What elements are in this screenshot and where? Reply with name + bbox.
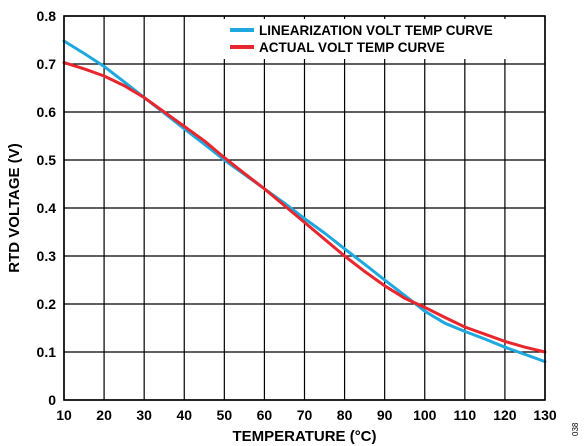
x-tick-label: 10 [56, 407, 72, 423]
y-tick-label: 0.6 [37, 104, 57, 120]
y-tick-labels: 0 0.1 0.2 0.3 0.4 0.5 0.6 0.7 0.8 [37, 8, 57, 408]
y-tick-label: 0.4 [37, 200, 57, 216]
legend-label-linearization: LINEARIZATION VOLT TEMP CURVE [259, 23, 493, 38]
x-tick-labels: 10 20 30 40 50 60 70 80 90 100 110 120 130 [56, 407, 557, 423]
y-tick-label: 0.3 [37, 248, 57, 264]
legend-label-actual: ACTUAL VOLT TEMP CURVE [259, 40, 445, 55]
x-tick-label: 110 [454, 407, 477, 423]
plot-frame [63, 15, 546, 401]
x-tick-label: 30 [136, 407, 152, 423]
y-tick-label: 0.2 [37, 296, 57, 312]
y-tick-label: 0.5 [37, 152, 57, 168]
x-tick-label: 100 [413, 407, 437, 423]
x-tick-label: 130 [533, 407, 557, 423]
x-tick-label: 50 [217, 407, 233, 423]
legend-background [222, 19, 540, 59]
y-axis-title: RTD VOLTAGE (V) [6, 143, 23, 272]
x-tick-label: 60 [257, 407, 273, 423]
y-tick-label: 0.8 [37, 8, 57, 24]
y-tick-label: 0.7 [37, 56, 57, 72]
x-tick-label: 20 [96, 407, 112, 423]
x-tick-label: 40 [176, 407, 192, 423]
y-tick-label: 0.1 [37, 344, 57, 360]
x-tick-label: 80 [337, 407, 353, 423]
figure-id: 038 [571, 422, 580, 436]
series-lines [62, 39, 547, 364]
x-axis-title: TEMPERATURE (°C) [232, 428, 376, 445]
series-line-actual [62, 61, 547, 354]
legend: LINEARIZATION VOLT TEMP CURVE ACTUAL VOL… [222, 19, 540, 59]
x-tick-label: 90 [377, 407, 393, 423]
x-tick-label: 120 [493, 407, 517, 423]
x-tick-label: 70 [297, 407, 313, 423]
y-tick-label: 0 [48, 392, 56, 408]
